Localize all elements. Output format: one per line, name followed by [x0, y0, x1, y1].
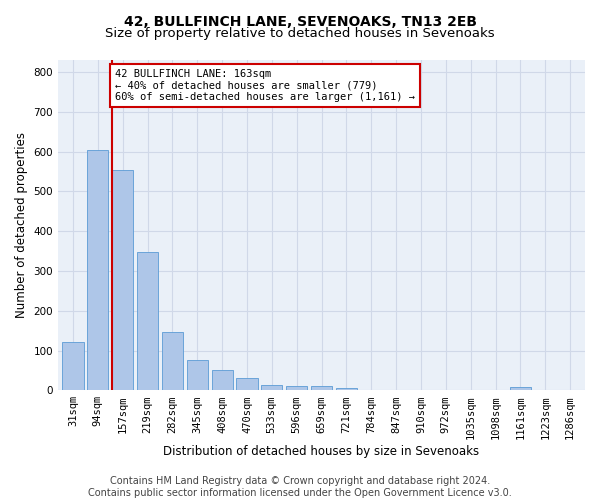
- Bar: [212, 370, 233, 390]
- Bar: [62, 342, 83, 390]
- X-axis label: Distribution of detached houses by size in Sevenoaks: Distribution of detached houses by size …: [163, 444, 479, 458]
- Bar: [236, 378, 257, 390]
- Bar: [510, 387, 531, 390]
- Text: Contains HM Land Registry data © Crown copyright and database right 2024.
Contai: Contains HM Land Registry data © Crown c…: [88, 476, 512, 498]
- Bar: [336, 388, 357, 390]
- Bar: [87, 150, 109, 390]
- Bar: [261, 385, 283, 390]
- Bar: [137, 252, 158, 390]
- Text: 42, BULLFINCH LANE, SEVENOAKS, TN13 2EB: 42, BULLFINCH LANE, SEVENOAKS, TN13 2EB: [124, 15, 476, 29]
- Y-axis label: Number of detached properties: Number of detached properties: [15, 132, 28, 318]
- Text: 42 BULLFINCH LANE: 163sqm
← 40% of detached houses are smaller (779)
60% of semi: 42 BULLFINCH LANE: 163sqm ← 40% of detac…: [115, 69, 415, 102]
- Bar: [162, 332, 183, 390]
- Bar: [187, 360, 208, 390]
- Bar: [311, 386, 332, 390]
- Text: Size of property relative to detached houses in Sevenoaks: Size of property relative to detached ho…: [105, 28, 495, 40]
- Bar: [112, 170, 133, 390]
- Bar: [286, 386, 307, 390]
